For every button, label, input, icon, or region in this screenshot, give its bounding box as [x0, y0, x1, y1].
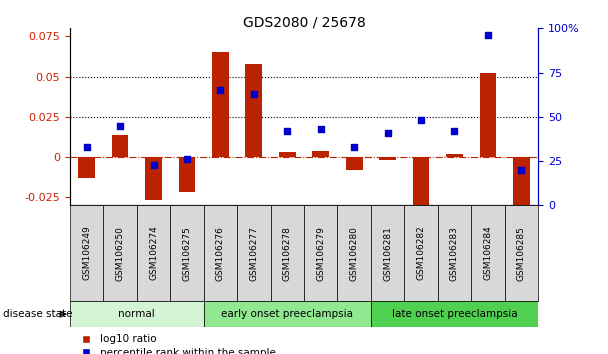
Bar: [145, 157, 162, 200]
FancyBboxPatch shape: [70, 301, 204, 327]
FancyBboxPatch shape: [204, 301, 371, 327]
Bar: [480, 73, 496, 157]
Text: GSM106281: GSM106281: [383, 225, 392, 281]
Text: early onset preeclampsia: early onset preeclampsia: [221, 309, 353, 319]
Text: GSM106285: GSM106285: [517, 225, 526, 281]
FancyBboxPatch shape: [70, 205, 103, 301]
FancyBboxPatch shape: [404, 205, 438, 301]
Text: GSM106284: GSM106284: [483, 226, 492, 280]
Text: GDS2080 / 25678: GDS2080 / 25678: [243, 16, 365, 30]
Point: [182, 156, 192, 162]
Text: GSM106280: GSM106280: [350, 225, 359, 281]
Bar: [313, 150, 329, 157]
Text: late onset preeclampsia: late onset preeclampsia: [392, 309, 517, 319]
Point: [383, 130, 393, 136]
Text: disease state: disease state: [3, 309, 72, 319]
Point: [282, 128, 292, 134]
Bar: [212, 52, 229, 157]
Bar: [112, 135, 128, 157]
Text: GSM106275: GSM106275: [182, 225, 192, 281]
Text: normal: normal: [119, 309, 155, 319]
FancyBboxPatch shape: [204, 205, 237, 301]
FancyBboxPatch shape: [438, 205, 471, 301]
Text: GSM106282: GSM106282: [416, 226, 426, 280]
FancyBboxPatch shape: [471, 205, 505, 301]
FancyBboxPatch shape: [304, 205, 337, 301]
Legend: log10 ratio, percentile rank within the sample: log10 ratio, percentile rank within the …: [75, 335, 276, 354]
FancyBboxPatch shape: [170, 205, 204, 301]
Bar: [346, 157, 362, 170]
Bar: [279, 152, 295, 157]
Text: GSM106276: GSM106276: [216, 225, 225, 281]
FancyBboxPatch shape: [505, 205, 538, 301]
Bar: [379, 157, 396, 160]
FancyBboxPatch shape: [371, 205, 404, 301]
Point: [483, 33, 493, 38]
Text: GSM106277: GSM106277: [249, 225, 258, 281]
FancyBboxPatch shape: [271, 205, 304, 301]
Bar: [446, 154, 463, 157]
Point: [316, 126, 326, 132]
Bar: [78, 157, 95, 178]
Point: [349, 144, 359, 150]
Point: [249, 91, 259, 97]
FancyBboxPatch shape: [337, 205, 371, 301]
Point: [81, 144, 91, 150]
Text: GSM106279: GSM106279: [316, 225, 325, 281]
Bar: [413, 157, 429, 205]
Text: GSM106274: GSM106274: [149, 226, 158, 280]
Point: [517, 167, 527, 173]
Bar: [179, 157, 195, 193]
Point: [215, 87, 225, 93]
Text: GSM106250: GSM106250: [116, 225, 125, 281]
Text: GSM106249: GSM106249: [82, 226, 91, 280]
Point: [115, 123, 125, 129]
Bar: [513, 157, 530, 205]
FancyBboxPatch shape: [237, 205, 271, 301]
Bar: [246, 64, 262, 157]
Text: GSM106278: GSM106278: [283, 225, 292, 281]
FancyBboxPatch shape: [137, 205, 170, 301]
Text: GSM106283: GSM106283: [450, 225, 459, 281]
FancyBboxPatch shape: [103, 205, 137, 301]
FancyBboxPatch shape: [371, 301, 538, 327]
Point: [416, 118, 426, 123]
Point: [148, 162, 158, 167]
Point: [449, 128, 460, 134]
